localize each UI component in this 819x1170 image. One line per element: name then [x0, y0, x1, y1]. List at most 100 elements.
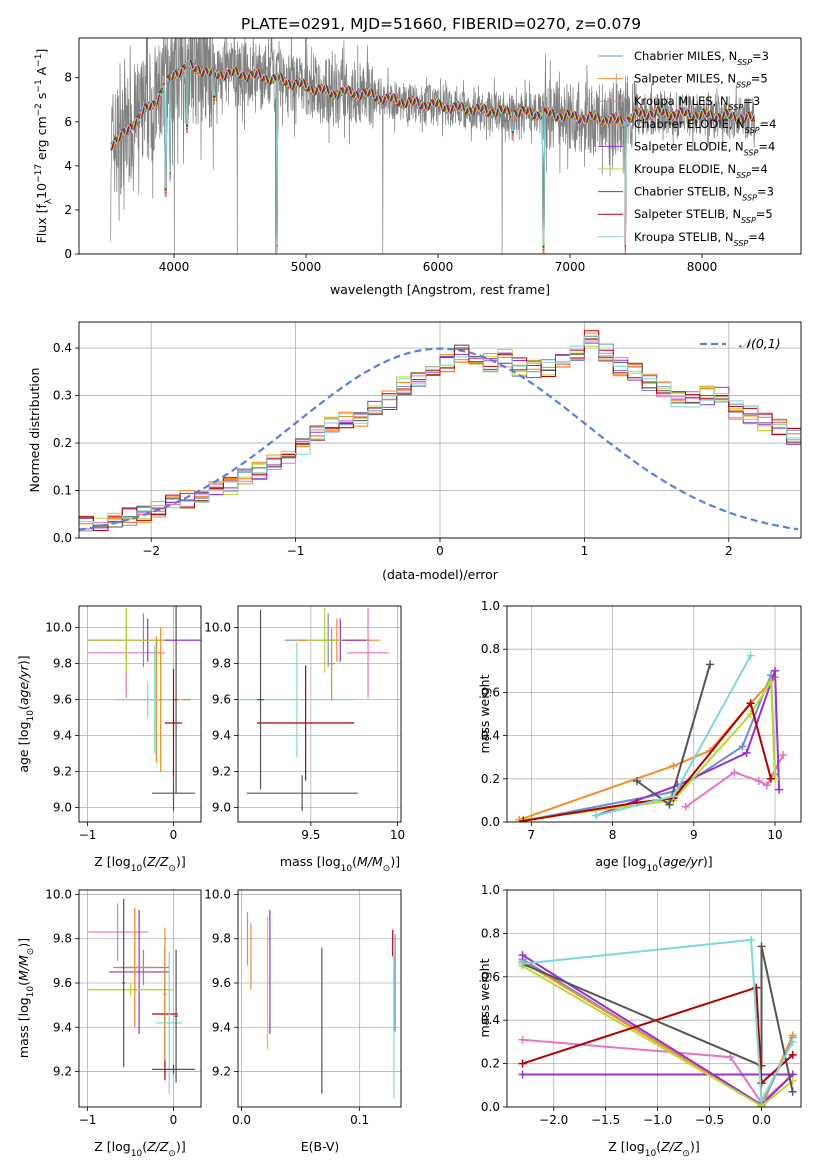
- y-axis-label: mass [log10(M/M⊙)]: [16, 938, 36, 1058]
- histogram-salpeter-elodie: [79, 342, 801, 529]
- weight-marker: [518, 951, 527, 960]
- y-tick-label: 2: [64, 203, 72, 217]
- weight-line: [522, 986, 794, 1086]
- axes-frame: [506, 889, 802, 1108]
- error-bar-point: [87, 607, 165, 673]
- error-bar-point: [158, 627, 163, 772]
- panel-age_weight: [503, 605, 802, 826]
- error-bar-point: [113, 907, 157, 1028]
- weight-marker: [762, 781, 771, 790]
- y-tick-label: 9.8: [212, 657, 231, 671]
- x-tick-label: −2: [142, 544, 160, 558]
- histogram-chabrier-stelib: [79, 338, 801, 528]
- weight-marker: [754, 776, 763, 785]
- weight-marker: [788, 1050, 797, 1059]
- error-bar-point: [257, 665, 355, 781]
- y-axis-label: mass weight: [477, 958, 492, 1037]
- y-tick-label: 9.4: [212, 729, 231, 743]
- x-tick-label: 9.5: [301, 828, 320, 842]
- error-bar-point: [328, 627, 336, 700]
- weight-marker: [518, 1070, 527, 1079]
- error-bar-point: [257, 609, 265, 790]
- weight-marker: [746, 651, 755, 660]
- weight-marker: [738, 742, 747, 751]
- weight-marker: [665, 800, 674, 809]
- weight-line: [523, 674, 776, 822]
- weight-marker: [766, 774, 775, 783]
- y-tick-label: 9.2: [53, 1065, 72, 1079]
- y-tick-label: 9.8: [212, 932, 231, 946]
- y-tick-label: 9.6: [53, 693, 72, 707]
- model-spectrum: [110, 61, 755, 252]
- weight-marker: [766, 677, 775, 686]
- x-tick-label: 10: [767, 828, 782, 842]
- histogram-chabrier-elodie: [79, 332, 801, 528]
- plot-area: [79, 322, 801, 538]
- y-tick-label: 9.6: [212, 693, 231, 707]
- weight-marker: [518, 1035, 527, 1044]
- x-tick-label: 9: [690, 828, 698, 842]
- y-axis-label: age [log10(age/yr)]: [16, 655, 36, 772]
- legend-entry: Kroupa MILES, NSSP=3: [634, 94, 760, 112]
- axes-frame: [78, 889, 202, 1108]
- legend-entry: Kroupa ELODIE, NSSP=4: [634, 162, 768, 180]
- legend-entry: Salpeter STELIB, NSSP=5: [634, 207, 773, 225]
- y-tick-label: 9.4: [212, 1020, 231, 1034]
- x-tick-label: 0: [170, 828, 178, 842]
- legend-entry: 𝒩(0,1): [739, 336, 781, 351]
- y-tick-label: 0.6: [481, 970, 500, 984]
- legend: Chabrier MILES, NSSP=3 Salpeter MILES, NS…: [598, 49, 776, 247]
- x-tick-label: 0: [170, 1113, 178, 1127]
- y-tick-label: 9.0: [212, 801, 231, 815]
- weight-marker: [518, 959, 527, 968]
- legend-entry: Salpeter ELODIE, NSSP=4: [634, 139, 775, 157]
- y-tick-label: 10.0: [204, 621, 231, 635]
- y-tick-label: 0: [64, 247, 72, 261]
- panel-z_weight: [503, 889, 802, 1111]
- x-axis-label: Z [log10(Z/Z⊙)]: [608, 1139, 699, 1159]
- y-tick-label: 9.6: [53, 976, 72, 990]
- histogram-kroupa-stelib: [79, 335, 801, 526]
- histogram-salpeter-stelib: [79, 330, 801, 531]
- plot-area: [110, 38, 756, 254]
- histogram-chabrier-miles: [79, 336, 801, 532]
- plot-area: [79, 890, 201, 1107]
- error-bar-point: [109, 909, 170, 1034]
- x-tick-label: 6000: [423, 260, 454, 274]
- plot-area: [79, 606, 201, 822]
- y-tick-label: 0.4: [53, 341, 72, 355]
- x-tick-label: 7: [528, 828, 536, 842]
- x-tick-label: 0.0: [752, 1113, 771, 1127]
- weight-marker: [746, 699, 755, 708]
- x-tick-label: −1: [287, 544, 305, 558]
- weight-marker: [730, 768, 739, 777]
- weight-line: [522, 954, 796, 1107]
- error-bar-point: [152, 645, 157, 754]
- error-bar-point: [307, 607, 343, 673]
- weight-marker: [669, 792, 678, 801]
- weight-line: [522, 946, 794, 1093]
- axes-frame: [237, 605, 402, 823]
- weight-marker: [669, 761, 678, 770]
- y-tick-label: 9.6: [212, 976, 231, 990]
- error-bar-point: [113, 681, 183, 718]
- model-spectrum: [110, 60, 755, 248]
- y-axis-label: Flux [fλ10−17 erg cm−2 s−1 A−1]: [34, 49, 54, 244]
- x-axis-label: age [log10(age/yr)]: [595, 854, 712, 874]
- weight-marker: [519, 816, 528, 822]
- y-tick-label: 0.0: [481, 1100, 500, 1114]
- x-tick-label: 7000: [555, 260, 586, 274]
- legend-entry: Kroupa STELIB, NSSP=4: [634, 230, 765, 248]
- error-bar-point: [156, 952, 183, 1094]
- y-tick-label: 1.0: [481, 599, 500, 613]
- legend-entry: Chabrier STELIB, NSSP=3: [634, 185, 774, 203]
- plot-area: [238, 606, 401, 822]
- weight-marker: [757, 1096, 766, 1105]
- error-bar-point: [163, 927, 167, 1061]
- y-tick-label: 6: [64, 115, 72, 129]
- weight-marker: [632, 776, 641, 785]
- panel-spectrum: [75, 37, 802, 258]
- weight-marker: [788, 1037, 797, 1046]
- y-tick-label: 9.0: [53, 801, 72, 815]
